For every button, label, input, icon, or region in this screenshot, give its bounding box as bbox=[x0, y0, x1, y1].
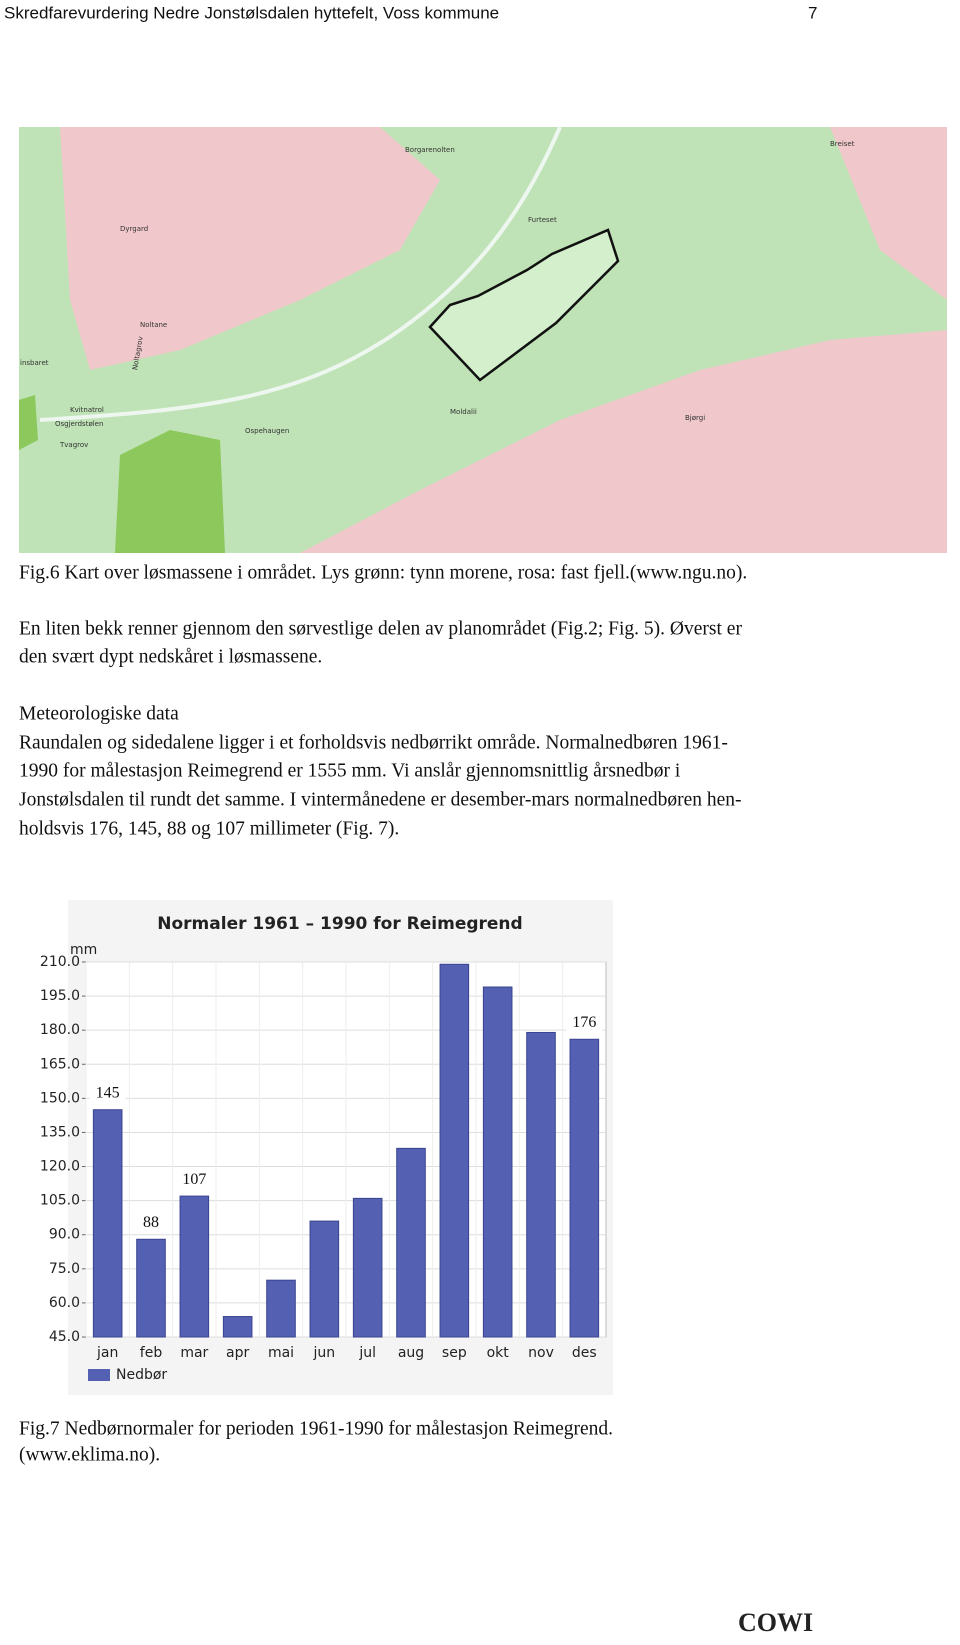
y-tick-label: 90.0 bbox=[49, 1227, 80, 1243]
chart-title: Normaler 1961 – 1990 for Reimegrend bbox=[157, 914, 522, 934]
bar bbox=[266, 1279, 296, 1338]
page-number: 7 bbox=[808, 3, 817, 22]
x-tick-label: jan bbox=[96, 1345, 118, 1361]
data-label: 107 bbox=[182, 1171, 206, 1188]
x-tick-label: jul bbox=[358, 1345, 376, 1361]
x-tick-label: des bbox=[572, 1345, 597, 1361]
map-bedrock bbox=[830, 127, 947, 300]
map-river bbox=[39, 126, 562, 422]
map-plan-area bbox=[428, 228, 620, 382]
y-tick-label: 195.0 bbox=[40, 988, 80, 1004]
map-label: Osgjerdstølen bbox=[55, 420, 103, 428]
map-thin-till bbox=[115, 430, 225, 553]
x-tick-label: mai bbox=[268, 1345, 294, 1361]
map-label: Furteset bbox=[528, 216, 557, 224]
data-label: 176 bbox=[572, 1014, 596, 1031]
y-tick-label: 165.0 bbox=[40, 1056, 80, 1072]
x-tick-label: sep bbox=[442, 1345, 467, 1361]
map-label: Borgarenolten bbox=[405, 146, 455, 154]
data-label: 88 bbox=[143, 1214, 159, 1231]
bar bbox=[439, 963, 470, 1338]
map: Borgarenolten Breiset Dyrgard Furteset N… bbox=[19, 126, 947, 553]
bar bbox=[179, 1195, 210, 1338]
y-tick-label: 45.0 bbox=[49, 1329, 80, 1345]
figure-caption: Fig.7 Nedbørnormaler for perioden 1961-1… bbox=[19, 1418, 613, 1439]
y-tick-label: 150.0 bbox=[40, 1090, 80, 1106]
y-tick-label: 105.0 bbox=[40, 1193, 80, 1209]
map-label: Dyrgard bbox=[120, 225, 148, 233]
figure-caption: Fig.6 Kart over løsmassene i området. Ly… bbox=[19, 562, 747, 583]
x-tick-label: feb bbox=[140, 1345, 163, 1361]
map-label: Noltane bbox=[140, 321, 167, 329]
bar bbox=[569, 1038, 600, 1338]
bar bbox=[222, 1316, 253, 1338]
figure-caption: (www.eklima.no). bbox=[19, 1444, 160, 1465]
data-label-background bbox=[89, 1083, 126, 1104]
y-tick-label: 75.0 bbox=[49, 1261, 80, 1277]
x-tick-label: mar bbox=[180, 1345, 208, 1361]
bar bbox=[352, 1197, 383, 1338]
y-tick-label: 60.0 bbox=[49, 1295, 80, 1311]
x-tick-label: aug bbox=[398, 1345, 424, 1361]
x-tick-label: okt bbox=[487, 1345, 510, 1361]
chart: Normaler 1961 – 1990 for Reimegrend mm 4… bbox=[40, 900, 613, 1395]
map-label: Moldalii bbox=[450, 408, 477, 416]
map-bedrock bbox=[60, 127, 440, 370]
bar bbox=[396, 1147, 426, 1338]
x-tick-label: apr bbox=[226, 1345, 249, 1361]
header-title: Skredfarevurdering Nedre Jonstølsdalen h… bbox=[4, 3, 499, 22]
legend-swatch bbox=[88, 1369, 110, 1381]
bar bbox=[92, 1109, 123, 1338]
x-tick-label: jun bbox=[313, 1345, 336, 1361]
paragraph-line: holdsvis 176, 145, 88 og 107 millimeter … bbox=[19, 818, 399, 839]
y-tick-label: 135.0 bbox=[40, 1124, 80, 1140]
map-thin-till bbox=[19, 395, 38, 450]
footer-logo: COWI bbox=[738, 1608, 813, 1637]
map-label: insbaret bbox=[20, 359, 49, 367]
data-label-background bbox=[566, 1013, 603, 1034]
data-label-background bbox=[133, 1213, 169, 1234]
map-bedrock bbox=[300, 330, 947, 553]
map-label: Bjørgi bbox=[685, 414, 705, 422]
data-label: 145 bbox=[96, 1084, 120, 1101]
y-tick-label: 210.0 bbox=[40, 954, 80, 970]
paragraph-line: Jonstølsdalen til rundt det samme. I vin… bbox=[19, 789, 742, 810]
bar bbox=[482, 986, 513, 1338]
paragraph-line: 1990 for målestasjon Reimegrend er 1555 … bbox=[19, 760, 681, 781]
legend-label: Nedbør bbox=[116, 1367, 167, 1383]
y-axis-label: mm bbox=[70, 942, 97, 958]
paragraph-line: den svært dypt nedskåret i løsmassene. bbox=[19, 646, 322, 667]
y-tick-label: 120.0 bbox=[40, 1159, 80, 1175]
map-label: Tvagrov bbox=[59, 441, 88, 449]
map-label: Ospehaugen bbox=[245, 427, 289, 435]
section-heading: Meteorologiske data bbox=[19, 703, 179, 724]
map-label: Kvitnatrol bbox=[70, 406, 104, 414]
bar bbox=[526, 1031, 556, 1338]
bar bbox=[309, 1220, 340, 1338]
map-label: Breiset bbox=[830, 140, 855, 148]
paragraph-line: En liten bekk renner gjennom den sørvest… bbox=[19, 618, 742, 639]
y-tick-label: 180.0 bbox=[40, 1022, 80, 1038]
data-label-background bbox=[176, 1170, 213, 1191]
x-tick-label: nov bbox=[528, 1345, 554, 1361]
bar bbox=[136, 1238, 166, 1338]
paragraph-line: Raundalen og sidedalene ligger i et forh… bbox=[19, 732, 728, 753]
